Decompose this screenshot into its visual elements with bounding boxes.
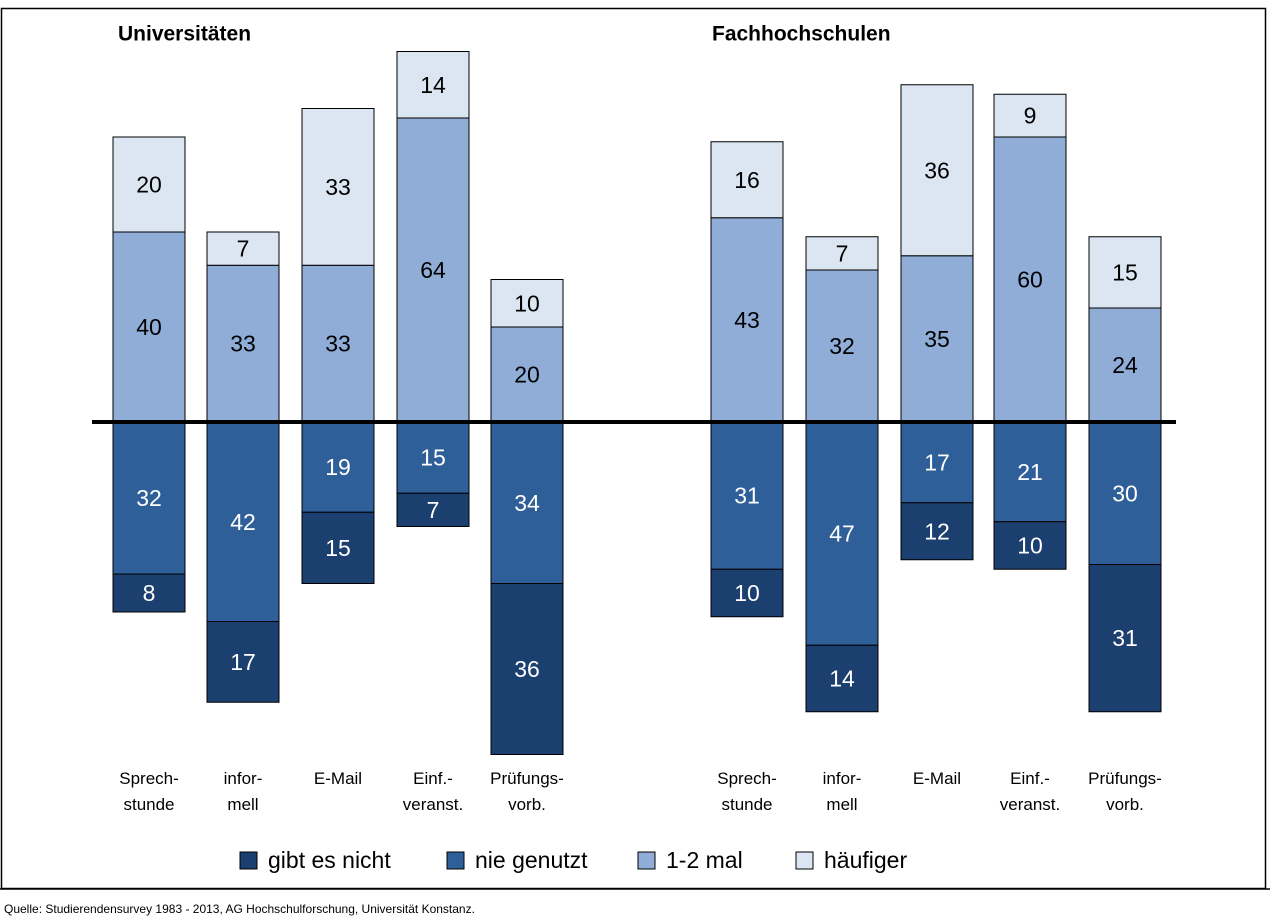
panel-title: Fachhochschulen — [712, 23, 891, 46]
value-label: 20 — [136, 172, 162, 198]
value-label: 32 — [829, 333, 855, 359]
value-label: 31 — [734, 483, 760, 509]
category-label: infor-mell — [224, 769, 263, 814]
bar-segment — [710, 217, 784, 423]
bar-segment — [301, 421, 375, 513]
category-label: Prüfungs-vorb. — [1088, 769, 1162, 814]
value-label: 20 — [514, 362, 540, 388]
bar-segment — [396, 51, 470, 119]
bar-segment — [993, 421, 1067, 523]
bar-segment — [805, 236, 879, 271]
legend-label: häufiger — [824, 847, 907, 873]
value-label: 7 — [427, 497, 440, 523]
bar-segment — [900, 421, 974, 504]
panel-title: Universitäten — [118, 23, 251, 46]
bar-segment — [1088, 421, 1162, 565]
value-label: 32 — [136, 485, 162, 511]
legend-swatch — [637, 851, 656, 870]
value-label: 7 — [237, 236, 250, 262]
value-label: 33 — [230, 331, 256, 357]
value-label: 24 — [1112, 352, 1138, 378]
value-label: 64 — [420, 257, 446, 283]
bar-segment — [396, 117, 470, 423]
bar-segment — [112, 573, 186, 613]
bar-segment — [301, 108, 375, 266]
value-label: 15 — [1112, 259, 1138, 285]
bar-segment — [490, 421, 564, 584]
value-label: 17 — [924, 449, 950, 475]
category-label: Prüfungs-vorb. — [490, 769, 564, 814]
bar-segment — [206, 231, 280, 266]
value-label: 10 — [1017, 533, 1043, 559]
bar-segment — [993, 521, 1067, 570]
bar-segment — [301, 264, 375, 423]
bar-segment — [301, 511, 375, 584]
category-label: Einf.-veranst. — [403, 769, 463, 814]
bar-segment — [206, 621, 280, 703]
value-label: 30 — [1112, 480, 1138, 506]
bar-segment — [206, 264, 280, 423]
bar-segment — [1088, 236, 1162, 309]
bar-segment — [805, 421, 879, 646]
legend-swatch — [795, 851, 814, 870]
bar-segment — [710, 141, 784, 219]
value-label: 15 — [420, 445, 446, 471]
value-label: 36 — [514, 656, 540, 682]
source: Quelle: Studierendensurvey 1983 - 2013, … — [4, 902, 475, 916]
bar-segment — [710, 568, 784, 618]
legend-label: gibt es nicht — [268, 847, 391, 873]
value-label: 19 — [325, 454, 351, 480]
value-label: 12 — [924, 518, 950, 544]
bar-segment — [900, 502, 974, 561]
bar-segment — [1088, 564, 1162, 713]
bar-segment — [900, 84, 974, 257]
bar-segment — [900, 255, 974, 423]
value-label: 42 — [230, 509, 256, 535]
value-label: 10 — [734, 580, 760, 606]
category-label: Sprech-stunde — [119, 769, 179, 814]
value-label: 33 — [325, 331, 351, 357]
value-label: 14 — [829, 666, 855, 692]
legend-swatch — [239, 851, 258, 870]
category-label: Einf.-veranst. — [1000, 769, 1060, 814]
value-label: 15 — [325, 535, 351, 561]
bar-segment — [805, 644, 879, 713]
bar-segment — [805, 269, 879, 423]
value-label: 16 — [734, 167, 760, 193]
value-label: 10 — [514, 290, 540, 316]
value-label: 9 — [1024, 103, 1037, 129]
value-label: 14 — [420, 72, 446, 98]
value-label: 17 — [230, 649, 256, 675]
value-label: 35 — [924, 326, 950, 352]
bar-segment — [490, 583, 564, 755]
value-label: 33 — [325, 174, 351, 200]
bar-segment — [112, 136, 186, 233]
bar-segment — [490, 279, 564, 328]
legend-label: nie genutzt — [475, 847, 588, 873]
value-label: 8 — [143, 580, 156, 606]
bar-segment — [396, 492, 470, 527]
value-label: 43 — [734, 307, 760, 333]
bar-segment — [993, 93, 1067, 138]
value-label: 21 — [1017, 459, 1043, 485]
category-label: E-Mail — [314, 769, 362, 788]
bar-segment — [206, 421, 280, 622]
legend-swatch — [446, 851, 465, 870]
value-label: 7 — [836, 240, 849, 266]
value-label: 34 — [514, 490, 540, 516]
bar-segment — [396, 421, 470, 494]
value-label: 40 — [136, 314, 162, 340]
category-label: infor-mell — [823, 769, 862, 814]
frame — [0, 7, 1267, 890]
value-label: 31 — [1112, 625, 1138, 651]
value-label: 36 — [924, 157, 950, 183]
value-label: 60 — [1017, 267, 1043, 293]
bar-segment — [710, 421, 784, 570]
category-label: E-Mail — [913, 769, 961, 788]
value-label: 47 — [829, 521, 855, 547]
legend-label: 1-2 mal — [666, 847, 743, 873]
category-label: Sprech-stunde — [717, 769, 777, 814]
